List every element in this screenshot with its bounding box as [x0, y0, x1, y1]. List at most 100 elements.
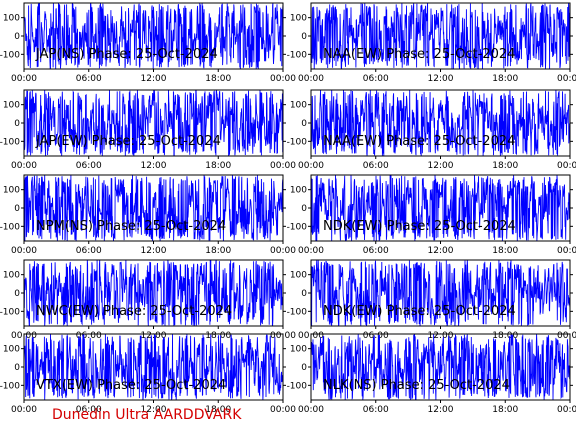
- y-tick-label: -100: [0, 381, 20, 391]
- x-tick-label: 00:00: [270, 161, 296, 171]
- y-tick-label: -100: [0, 50, 20, 60]
- panel-title: NLK(NS) Phase: 25-Oct-2024: [323, 378, 510, 393]
- panel-title: JAP(EW) Phase: 25-Oct-2024: [35, 134, 221, 149]
- x-tick-label: 00:00: [298, 161, 324, 171]
- y-tick-label: 100: [3, 101, 20, 111]
- x-tick-label: 06:00: [363, 74, 389, 84]
- phase-panel: 100 0 -100 00:00 06:00 12:00 18:00 00:00 NAA(EW)…: [287, 89, 576, 171]
- x-tick-label: 00:00: [557, 405, 576, 415]
- x-tick-label: 00:00: [11, 405, 37, 415]
- x-tick-label: 00:00: [270, 246, 296, 256]
- x-tick-label: 00:00: [298, 405, 324, 415]
- y-tick-label: 100: [290, 14, 307, 24]
- x-tick-label: 00:00: [11, 246, 37, 256]
- x-tick-label: 12:00: [428, 405, 454, 415]
- panel-title: VTX(EW) Phase: 25-Oct-2024: [36, 378, 226, 393]
- y-tick-label: -100: [0, 307, 20, 317]
- y-tick-label: -100: [287, 137, 308, 147]
- phase-panel: 100 0 -100 00:00 06:00 12:00 18:00 00:00 JAP(NS)…: [0, 2, 296, 84]
- credit-label: Dunedin Ultra AARDDVARK: [52, 407, 242, 423]
- y-tick-label: 0: [14, 204, 20, 214]
- x-tick-label: 06:00: [76, 74, 102, 84]
- y-tick-label: 0: [301, 119, 307, 129]
- panel-title: NDK(EW) Phase: 25-Oct-2024: [323, 304, 516, 319]
- x-tick-label: 00:00: [557, 331, 576, 341]
- phase-trace: [24, 3, 283, 69]
- phase-trace: [311, 175, 570, 241]
- x-tick-label: 12:00: [428, 74, 454, 84]
- y-tick-label: 0: [14, 363, 20, 373]
- phase-panel: 100 0 -100 00:00 06:00 12:00 18:00 00:00 NDK(EW)…: [287, 174, 576, 256]
- panel-title: NWC(EW) Phase: 25-Oct-2024: [36, 304, 232, 319]
- phase-panel: 100 0 -100 00:00 06:00 12:00 18:00 00:00 NAA(EW)…: [287, 2, 576, 84]
- x-tick-label: 00:00: [11, 161, 37, 171]
- y-tick-label: 100: [3, 14, 20, 24]
- phase-trace: [311, 260, 570, 326]
- y-tick-label: -100: [0, 137, 20, 147]
- panel-title: NDK(EW) Phase: 25-Oct-2024: [323, 219, 516, 234]
- x-tick-label: 12:00: [141, 74, 167, 84]
- y-tick-label: -100: [287, 222, 308, 232]
- x-tick-label: 00:00: [557, 161, 576, 171]
- phase-trace: [311, 3, 570, 69]
- y-tick-label: 100: [3, 186, 20, 196]
- y-tick-label: 100: [290, 101, 307, 111]
- y-tick-label: 0: [301, 204, 307, 214]
- x-tick-label: 00:00: [11, 74, 37, 84]
- y-tick-label: 0: [301, 363, 307, 373]
- x-tick-label: 00:00: [557, 74, 576, 84]
- x-tick-label: 18:00: [492, 161, 518, 171]
- y-tick-label: -100: [0, 222, 20, 232]
- phase-trace: [311, 90, 570, 156]
- x-tick-label: 18:00: [205, 74, 231, 84]
- x-tick-label: 06:00: [363, 405, 389, 415]
- panel-title: NPM(NS) Phase: 25-Oct-2024: [36, 219, 226, 234]
- x-tick-label: 00:00: [298, 74, 324, 84]
- phase-panel: 100 0 -100 00:00 06:00 12:00 18:00 00:00 VTX(EW)…: [0, 333, 296, 415]
- x-tick-label: 18:00: [492, 246, 518, 256]
- phase-panel: 100 0 -100 00:00 06:00 12:00 18:00 00:00 NLK(NS)…: [287, 333, 576, 415]
- y-tick-label: 100: [3, 345, 20, 355]
- panel-title: NAA(EW) Phase: 25-Oct-2024: [323, 47, 515, 62]
- x-tick-label: 00:00: [557, 246, 576, 256]
- panel-title: JAP(NS) Phase: 25-Oct-2024: [35, 47, 218, 62]
- x-tick-label: 06:00: [76, 405, 102, 415]
- x-tick-label: 18:00: [205, 246, 231, 256]
- panel-title: NAA(EW) Phase: 25-Oct-2024: [323, 134, 515, 149]
- x-tick-label: 12:00: [141, 331, 167, 341]
- y-tick-label: 100: [290, 345, 307, 355]
- phase-panel: 1000-10000:0006:0012:0018:0000:00NDK(EW)…: [287, 259, 576, 341]
- x-tick-label: 06:00: [363, 161, 389, 171]
- x-tick-label: 06:00: [363, 331, 389, 341]
- y-tick-label: 0: [301, 32, 307, 42]
- x-tick-label: 00:00: [298, 246, 324, 256]
- phase-panel: 100 0 -100 00:00 06:00 12:00 18:00 00:00 JAP(EW)…: [0, 89, 296, 171]
- x-tick-label: 18:00: [205, 405, 231, 415]
- y-tick-label: -100: [287, 307, 308, 317]
- x-tick-label: 18:00: [492, 405, 518, 415]
- x-tick-label: 12:00: [428, 331, 454, 341]
- x-tick-label: 18:00: [492, 331, 518, 341]
- x-tick-label: 18:00: [205, 161, 231, 171]
- x-tick-label: 06:00: [76, 161, 102, 171]
- x-tick-label: 12:00: [428, 161, 454, 171]
- phase-trace: [24, 334, 283, 400]
- x-tick-label: 06:00: [363, 246, 389, 256]
- y-tick-label: -100: [287, 381, 308, 391]
- x-tick-label: 12:00: [141, 405, 167, 415]
- y-tick-label: 0: [14, 119, 20, 129]
- y-tick-label: 0: [301, 289, 307, 299]
- x-tick-label: 06:00: [76, 246, 102, 256]
- phase-trace: [311, 334, 570, 400]
- y-tick-label: 0: [14, 289, 20, 299]
- x-tick-label: 12:00: [428, 246, 454, 256]
- phase-trace: [24, 90, 283, 156]
- phase-panel: 100 0 -100 00:00 06:00 12:00 18:00 00:00 NPM(NS)…: [0, 174, 296, 256]
- y-tick-label: 100: [3, 271, 20, 281]
- x-tick-label: 12:00: [141, 246, 167, 256]
- x-tick-label: 00:00: [270, 74, 296, 84]
- y-tick-label: 100: [290, 186, 307, 196]
- x-tick-label: 12:00: [141, 161, 167, 171]
